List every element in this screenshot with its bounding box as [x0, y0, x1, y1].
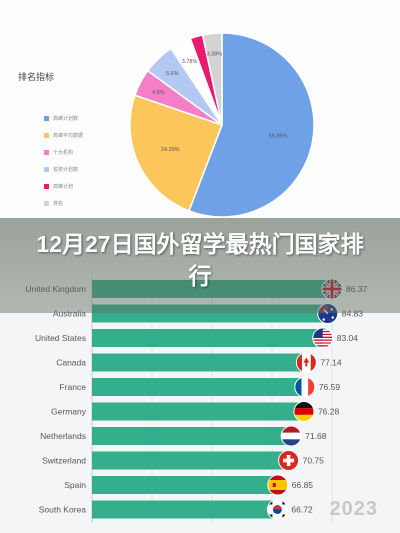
value-label: 71.68 — [305, 431, 327, 441]
legend-item: 排名 — [44, 198, 63, 208]
pie-slice-label: 4.8% — [152, 90, 165, 96]
flag-icon — [293, 401, 315, 422]
page-title: 12月27日国外留学最热门国家排行 — [36, 231, 364, 289]
bar-row: Netherlands 71.68 — [40, 425, 327, 447]
legend-item: 名校计划数 — [44, 164, 78, 174]
legend-label: 高峰计划 — [53, 183, 74, 190]
legend-label: 名校计划数 — [53, 166, 79, 173]
pie-chart: 55.85% 24.39% 4.8% 5.6%3.78% 3.38% — [129, 32, 315, 218]
bar — [92, 476, 278, 494]
value-label: 83.04 — [337, 333, 359, 343]
bar — [92, 329, 323, 347]
value-label: 70.75 — [303, 456, 325, 466]
pie-slice-label: 3.78% — [182, 59, 198, 65]
flag-icon — [278, 450, 300, 471]
legend-swatch — [44, 183, 49, 189]
legend-item: 高峰计划 — [44, 181, 73, 191]
value-label: 76.28 — [318, 407, 340, 417]
bar — [92, 500, 278, 519]
bar-row: United States 83.04 — [35, 327, 359, 349]
legend-title: 排名指标 — [18, 72, 55, 82]
country-label: Canada — [56, 358, 86, 368]
bar-row: Canada 77.14 — [56, 352, 342, 373]
country-label: Spain — [64, 480, 86, 490]
bar — [92, 378, 305, 396]
legend-label: 高峰计划数 — [53, 115, 79, 122]
country-label: Germany — [51, 407, 87, 417]
pie-slice-label: 3.38% — [207, 52, 223, 58]
pie-slice — [187, 32, 315, 218]
bar — [92, 451, 289, 470]
legend-swatch — [44, 115, 49, 121]
country-label: Switzerland — [42, 456, 86, 466]
pie-slice — [201, 32, 223, 126]
legend-item: 高峰计划数 — [44, 113, 78, 123]
value-label: 76.59 — [319, 382, 341, 392]
flag-icon — [267, 474, 289, 496]
country-label: France — [60, 382, 87, 392]
bar-row: Germany 76.28 — [51, 401, 340, 422]
bar — [92, 427, 292, 445]
country-label: United States — [35, 333, 86, 343]
flag-icon — [266, 499, 288, 520]
flag-icon — [280, 425, 302, 447]
value-label: 84.83 — [342, 309, 364, 319]
value-label: 77.14 — [320, 358, 342, 368]
bar-row: Switzerland 70.75 — [42, 450, 325, 471]
pie-slice-label: 5.6% — [166, 71, 179, 77]
legend-label: 高峰平均数据 — [53, 132, 84, 139]
pie-slice — [129, 94, 223, 212]
country-label: Netherlands — [40, 431, 86, 441]
country-label: Australia — [53, 309, 86, 319]
year-label: 2023 — [329, 498, 378, 520]
legend-swatch — [44, 132, 49, 138]
value-label: 66.85 — [292, 480, 314, 490]
value-label: 66.72 — [291, 505, 313, 515]
bar-row: South Korea 66.72 — [39, 499, 313, 520]
legend-item: 十大机构 — [44, 147, 73, 157]
pie-slice-label: 55.85% — [269, 133, 288, 139]
pie-chart-panel: 排名指标 高峰计划数高峰平均数据 十大机构名校计划数高峰计划排名 55.85% 24… — [0, 0, 400, 218]
legend-swatch — [44, 166, 49, 172]
legend-swatch — [44, 149, 49, 155]
title-band — [0, 218, 400, 313]
bar — [92, 402, 304, 421]
bar-row: France 76.59 — [60, 376, 341, 398]
pie-slice-label: 24.39% — [161, 147, 180, 153]
country-label: South Korea — [39, 505, 87, 515]
legend-label: 十大机构 — [53, 149, 74, 156]
legend-item: 高峰平均数据 — [44, 130, 83, 140]
bar-row: Spain 66.85 — [64, 474, 314, 496]
flag-icon — [312, 327, 334, 349]
legend-label: 排名 — [53, 200, 64, 207]
legend-swatch — [44, 200, 49, 206]
flag-icon — [295, 352, 317, 373]
flag-icon — [294, 376, 316, 398]
bar — [92, 353, 307, 372]
